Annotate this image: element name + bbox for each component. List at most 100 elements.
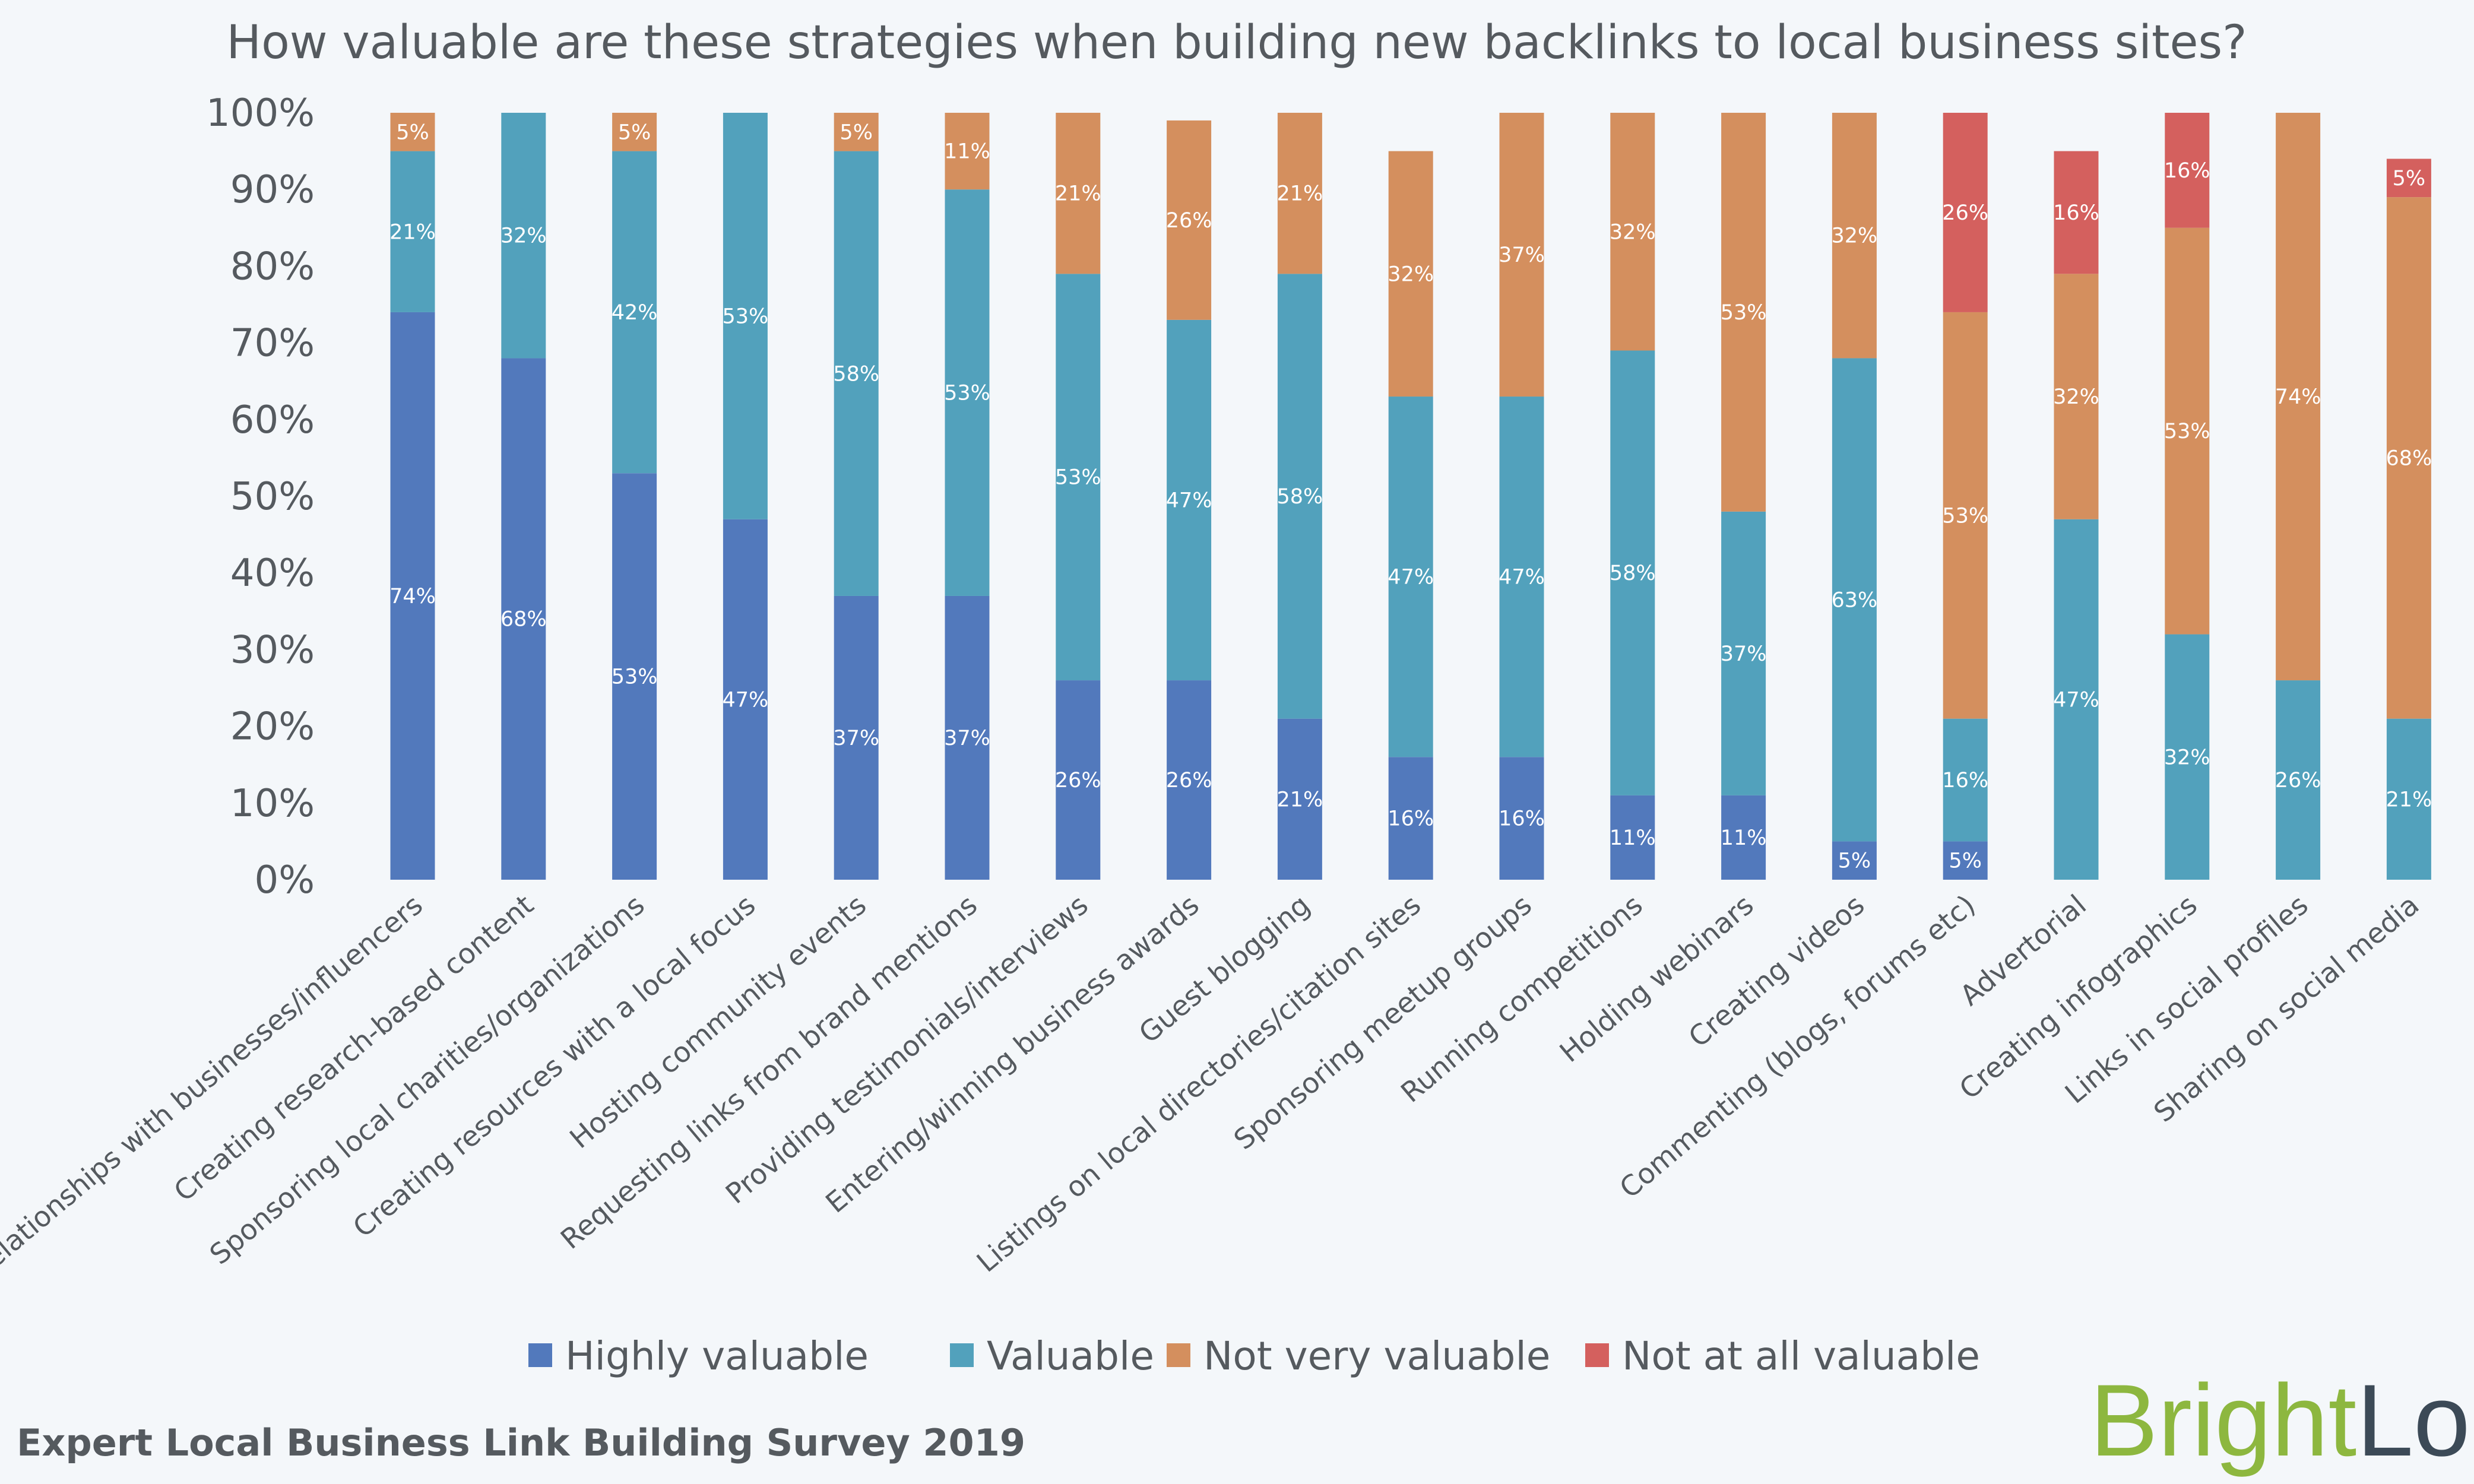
bar-segment bbox=[1499, 113, 1544, 397]
logo-local-text: Local bbox=[2356, 1363, 2474, 1477]
data-label: 37% bbox=[833, 727, 879, 750]
data-label: 37% bbox=[1721, 642, 1767, 666]
bar-segment bbox=[945, 189, 990, 596]
bar-segment bbox=[1832, 113, 1877, 359]
data-label: 11% bbox=[944, 140, 990, 164]
data-label: 5% bbox=[1949, 849, 1982, 873]
bar-segment bbox=[1499, 397, 1544, 757]
data-label: 26% bbox=[1942, 201, 1988, 225]
data-label: 74% bbox=[389, 585, 436, 608]
bar-segment bbox=[2054, 274, 2099, 519]
bar-segment bbox=[834, 113, 879, 151]
data-label: 16% bbox=[1388, 807, 1434, 831]
y-tick-label: 90% bbox=[230, 168, 315, 212]
bar-segment bbox=[390, 312, 435, 880]
bar-segment bbox=[1167, 680, 1212, 880]
bar-segment bbox=[723, 113, 768, 519]
data-label: 74% bbox=[2275, 385, 2321, 409]
bar-segment bbox=[1056, 113, 1101, 274]
data-label: 47% bbox=[1388, 566, 1434, 589]
bar-segment bbox=[1943, 312, 1988, 719]
legend-swatch bbox=[950, 1343, 974, 1367]
data-label: 42% bbox=[612, 301, 658, 325]
bar-segment bbox=[2165, 113, 2210, 228]
bar-segment bbox=[390, 113, 435, 151]
data-label: 32% bbox=[1388, 262, 1434, 286]
data-label: 26% bbox=[1166, 769, 1212, 792]
legend-label: Not at all valuable bbox=[1622, 1333, 1980, 1379]
bar-segment bbox=[2276, 680, 2321, 880]
bar-segment bbox=[1277, 113, 1322, 274]
data-label: 16% bbox=[1499, 807, 1545, 831]
bar-segment bbox=[1721, 795, 1766, 880]
bar-segment bbox=[2386, 197, 2431, 719]
data-label: 5% bbox=[2393, 167, 2426, 191]
bars: 74% 21% 5% 68% 32% 53% 42% 5% 47% 53% 37% 58% 5% 37% 5… bbox=[389, 113, 2432, 880]
bar-segment bbox=[1943, 718, 1988, 842]
bar-segment bbox=[834, 595, 879, 880]
legend-swatch bbox=[528, 1343, 552, 1367]
bar-segment bbox=[2054, 519, 2099, 880]
data-label: 53% bbox=[944, 382, 990, 405]
bar-segment bbox=[390, 151, 435, 312]
bar-segment bbox=[1721, 113, 1766, 512]
data-label: 47% bbox=[2053, 688, 2099, 712]
data-label: 5% bbox=[396, 121, 429, 144]
data-label: 63% bbox=[1832, 588, 1878, 612]
bar-segment bbox=[2276, 113, 2321, 681]
bar-segment bbox=[1388, 397, 1433, 757]
legend-item: Not very valuable bbox=[1167, 1333, 1550, 1379]
bar-segment bbox=[1056, 680, 1101, 880]
legend-label: Not very valuable bbox=[1203, 1333, 1550, 1379]
bar-segment bbox=[945, 595, 990, 880]
x-tick-label: Holding webinars bbox=[1554, 889, 1760, 1069]
data-label: 53% bbox=[1721, 301, 1767, 325]
data-label: 58% bbox=[1610, 562, 1656, 585]
data-label: 11% bbox=[1721, 826, 1767, 850]
y-tick-label: 10% bbox=[230, 782, 315, 826]
y-tick-label: 100% bbox=[206, 91, 315, 135]
svg-text:BrightLocal: BrightLocal bbox=[2090, 1363, 2474, 1477]
data-label: 16% bbox=[1942, 769, 1988, 792]
data-label: 21% bbox=[1277, 788, 1323, 811]
bar-segment bbox=[1056, 274, 1101, 681]
data-label: 32% bbox=[2053, 385, 2099, 409]
y-tick-label: 40% bbox=[230, 551, 315, 595]
y-tick-label: 50% bbox=[230, 475, 315, 519]
data-label: 53% bbox=[2164, 420, 2210, 443]
data-label: 11% bbox=[1610, 826, 1656, 850]
bar-segment bbox=[501, 113, 546, 359]
data-label: 37% bbox=[1499, 243, 1545, 267]
data-label: 21% bbox=[1055, 182, 1101, 206]
legend-item: Highly valuable bbox=[528, 1333, 869, 1379]
data-label: 32% bbox=[1832, 224, 1878, 248]
brightlocal-logo: BrightLocal bbox=[2090, 1363, 2474, 1477]
footer-caption: Expert Local Business Link Building Surv… bbox=[17, 1421, 1025, 1464]
logo-bright-text: Bright bbox=[2090, 1363, 2356, 1477]
bar-segment bbox=[612, 473, 657, 880]
x-tick-label: Creating resources with a local focus bbox=[347, 889, 762, 1244]
bar-segment bbox=[1277, 718, 1322, 880]
y-axis: 0% 10% 20% 30% 40% 50% 60% 70% 80% 90% 100% bbox=[206, 91, 315, 902]
x-tick-label: Requesting links from brand mentions bbox=[555, 889, 983, 1256]
bar-segment bbox=[1277, 274, 1322, 719]
data-label: 68% bbox=[2386, 446, 2432, 470]
legend-label: Valuable bbox=[987, 1333, 1154, 1379]
bar-segment bbox=[1610, 113, 1655, 351]
bar-segment bbox=[1167, 120, 1212, 320]
chart-title: How valuable are these strategies when b… bbox=[226, 16, 2247, 69]
data-label: 32% bbox=[2164, 746, 2210, 769]
data-label: 26% bbox=[1055, 769, 1101, 792]
data-label: 58% bbox=[1277, 485, 1323, 509]
bar-segment bbox=[1721, 511, 1766, 795]
legend-swatch bbox=[1167, 1343, 1190, 1367]
bar-segment bbox=[1388, 757, 1433, 880]
data-label: 47% bbox=[1499, 566, 1545, 589]
bar-segment bbox=[1499, 757, 1544, 880]
bar-segment bbox=[612, 151, 657, 474]
data-label: 32% bbox=[1610, 220, 1656, 244]
bar-segment bbox=[501, 358, 546, 880]
bar-segment bbox=[1832, 841, 1877, 880]
x-axis: Relationships with businesses/influencer… bbox=[0, 889, 2425, 1286]
